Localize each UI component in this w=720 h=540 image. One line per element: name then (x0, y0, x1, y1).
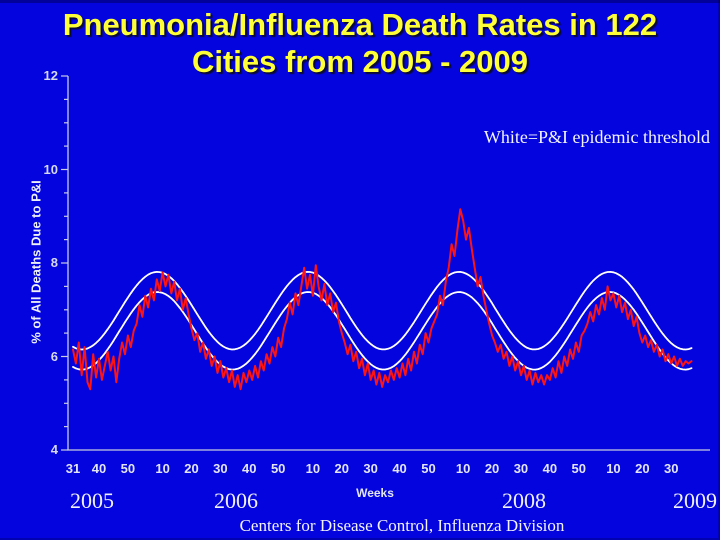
week-tick-label: 20 (635, 461, 650, 476)
y-tick-label: 4 (50, 442, 58, 457)
week-tick-label: 30 (213, 461, 228, 476)
year-label: 2009 (673, 488, 717, 513)
week-tick-label: 20 (484, 461, 500, 476)
y-tick-label: 6 (50, 348, 58, 364)
week-tick-label: 10 (606, 461, 621, 476)
week-tick-label: 50 (270, 461, 286, 476)
week-tick-label: 10 (455, 461, 471, 476)
week-tick-label: 31 (65, 461, 81, 476)
week-tick-label: 50 (421, 461, 436, 476)
year-label: 2008 (502, 488, 546, 513)
week-tick-label: 10 (305, 461, 321, 476)
week-tick-label: 40 (392, 461, 407, 476)
week-tick-label: 50 (120, 461, 136, 476)
week-tick-label: 20 (184, 461, 199, 476)
title-line-1: Pneumonia/Influenza Death Rates in 122 (62, 7, 658, 42)
year-label: 2006 (214, 488, 258, 513)
epidemic-threshold-line (72, 270, 693, 351)
year-label: 2005 (70, 488, 114, 513)
week-tick-label: 30 (513, 461, 529, 476)
footer-credit: Centers for Disease Control, Influenza D… (239, 516, 565, 535)
threshold-legend-text: White=P&I epidemic threshold (483, 127, 710, 147)
week-tick-label: 20 (334, 461, 349, 476)
week-tick-label: 40 (91, 461, 107, 476)
observed-pi-line (72, 208, 693, 391)
seasonal-baseline-line (72, 291, 693, 371)
week-tick-label: 10 (155, 461, 170, 476)
week-tick-label: 50 (571, 461, 586, 476)
x-axis-title: Weeks (356, 486, 394, 500)
y-tick-label: 10 (43, 161, 58, 177)
week-tick-label: 40 (242, 461, 257, 476)
week-tick-label: 30 (663, 461, 679, 476)
week-tick-label: 40 (542, 461, 558, 476)
y-tick-label: 12 (43, 68, 58, 83)
y-tick-label: 8 (50, 255, 58, 270)
week-tick-label: 30 (363, 461, 378, 476)
page-title: Pneumonia/Influenza Death Rates in 122 C… (0, 6, 720, 80)
title-line-2: Cities from 2005 - 2009 (191, 44, 528, 79)
